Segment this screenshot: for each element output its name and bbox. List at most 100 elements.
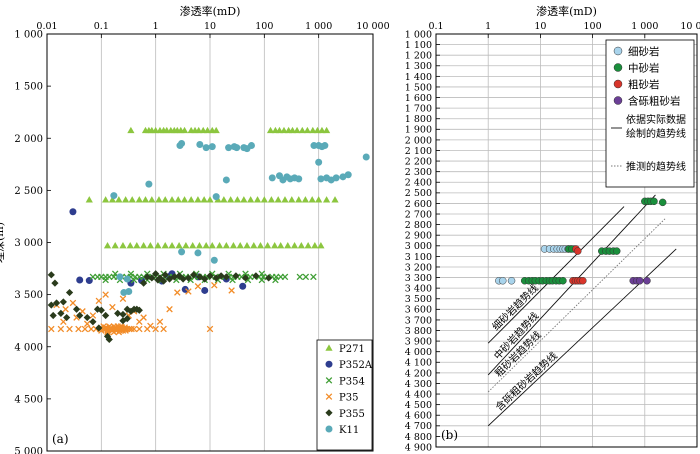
y-tick-label: 4 500 (14, 394, 43, 405)
data-point (160, 277, 168, 285)
data-point (271, 242, 279, 249)
x-tick-label: 1 (153, 21, 159, 32)
data-point (85, 196, 93, 203)
data-point (160, 325, 167, 333)
data-point (298, 126, 306, 134)
data-point (152, 325, 159, 333)
data-point (155, 196, 163, 203)
plot-frame (46, 33, 374, 452)
legend-label: 中砂岩 (628, 62, 660, 75)
data-point (49, 311, 57, 320)
x-tick-label: 100 (255, 21, 273, 32)
data-point (243, 242, 251, 249)
data-point (125, 287, 133, 295)
data-point (110, 192, 118, 200)
data-point (241, 274, 250, 282)
data-point (362, 153, 370, 161)
series-3 (48, 281, 235, 336)
data-point (215, 242, 224, 249)
data-point (650, 197, 658, 206)
data-point (229, 276, 236, 284)
data-point (72, 305, 81, 313)
y-tick-label: 1 500 (14, 82, 43, 93)
data-point (130, 276, 138, 284)
y-tick-label: 1 700 (405, 104, 432, 115)
y-tick-label: 2 000 (405, 135, 432, 146)
data-point (119, 317, 127, 325)
y-tick-label: 3 900 (405, 336, 432, 347)
legend-marker (613, 63, 623, 72)
x-tick-label: 1 000 (631, 21, 658, 32)
data-point (309, 126, 317, 134)
data-point (127, 270, 135, 278)
y-tick-label: 4 400 (405, 389, 432, 400)
data-point (89, 312, 97, 319)
data-point (318, 126, 326, 134)
legend-label: K11 (339, 425, 359, 436)
data-point (148, 274, 156, 282)
data-point (260, 196, 268, 203)
legend-box (316, 339, 373, 451)
data-point (332, 174, 340, 182)
data-point (272, 276, 279, 284)
panel-label: (a) (52, 432, 69, 446)
data-point (156, 318, 164, 325)
data-point (201, 275, 209, 283)
data-point (313, 126, 322, 134)
panel-label: (b) (441, 428, 458, 442)
data-point (196, 141, 204, 149)
x-tick-label: 10 (534, 21, 546, 32)
panel-a: 0.01 0.1 1 10 100 1 000 10 000 1 000 1 500 2 000 2… (0, 4, 390, 454)
data-point (175, 272, 183, 280)
data-point (258, 276, 266, 284)
data-point (145, 180, 153, 188)
data-point (574, 247, 582, 255)
data-point (321, 142, 329, 150)
data-point (76, 311, 84, 320)
data-point (181, 285, 189, 293)
y-tick-label: 2 500 (14, 186, 43, 197)
data-point (222, 273, 230, 281)
data-point (174, 196, 182, 203)
data-point (121, 324, 129, 331)
data-point (65, 288, 74, 297)
data-point (161, 196, 169, 203)
legend-label: P355 (339, 409, 365, 420)
data-point (201, 286, 209, 294)
y-tick-label: 2 500 (405, 188, 432, 199)
data-point (297, 242, 305, 249)
data-point (232, 272, 240, 280)
data-point (258, 270, 266, 278)
data-point (95, 324, 103, 332)
data-point (122, 196, 130, 203)
data-point (256, 242, 265, 249)
data-point (170, 273, 178, 281)
y-tick-label: 4 600 (405, 411, 432, 422)
data-point (323, 196, 331, 203)
data-point (236, 242, 244, 249)
y-axis-title: 埋深(m) (0, 222, 6, 263)
data-point (59, 298, 67, 306)
data-point (102, 311, 110, 320)
data-point (315, 158, 323, 166)
data-point (76, 276, 84, 284)
y-tick-label: 3 200 (405, 262, 432, 273)
data-point (228, 287, 235, 294)
y-tick-label: 2 900 (405, 231, 432, 242)
data-point (288, 196, 296, 203)
data-point (315, 196, 323, 203)
x-axis-title: 渗透率(mD) (180, 4, 241, 18)
data-point (247, 196, 255, 203)
y-tick-label: 1 800 (405, 114, 432, 125)
data-point (133, 242, 141, 249)
data-point (293, 126, 301, 134)
series-2 (569, 245, 587, 285)
data-point (179, 275, 187, 283)
data-point (140, 314, 147, 321)
y-tick-label: 3 100 (405, 252, 432, 263)
data-point (281, 196, 289, 203)
data-point (141, 196, 150, 203)
data-point (83, 320, 91, 328)
y-tick-label: 3 000 (405, 241, 432, 252)
data-point (208, 143, 216, 151)
